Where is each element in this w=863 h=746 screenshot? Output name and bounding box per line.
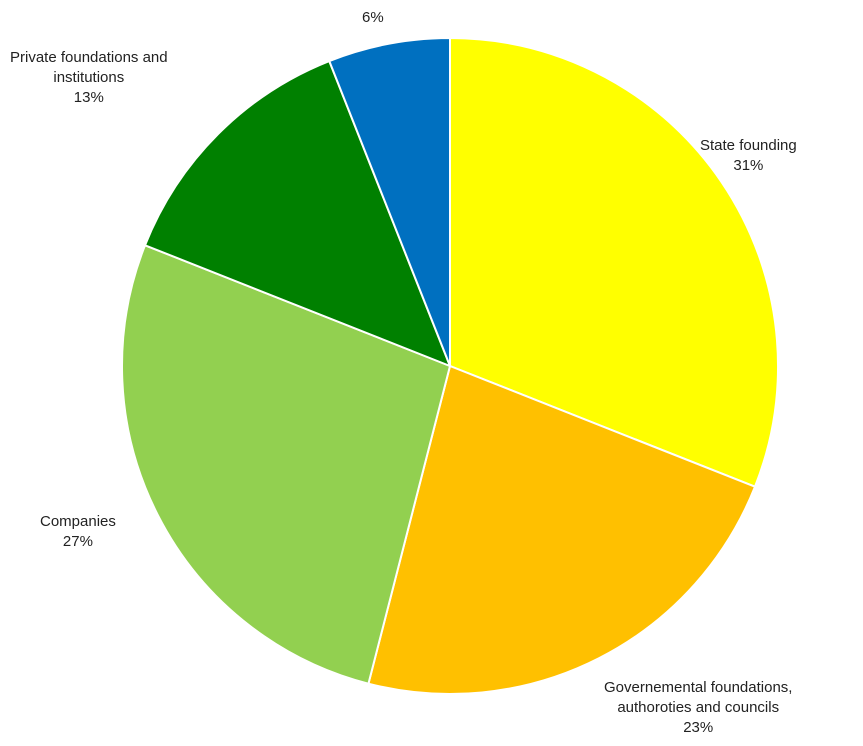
pie-slice-blue [327,36,451,367]
slice-label-governmental: Governemental foundations, authoroties a… [604,678,792,738]
slice-label-governmental-name-line1: Governemental foundations, [604,679,793,696]
pie-slice-companies [121,243,452,685]
pie-slice-private [143,59,452,368]
slice-label-private-name-line1: Private foundations and [10,49,168,66]
slice-label-blue-value: 6% [362,9,384,26]
slice-label-private: Private foundations and institutions 13% [10,48,168,108]
slice-label-state-founding-name: State founding [700,137,797,154]
slice-label-governmental-name-line2: authoroties and councils [617,699,780,716]
pie-slice-state-founding [449,36,779,489]
slice-label-governmental-value: 23% [683,719,714,736]
slice-label-companies: Companies 27% [40,512,116,552]
slice-label-companies-value: 27% [62,533,93,550]
slice-label-state-founding-value: 31% [733,157,764,174]
slice-label-state-founding: State founding 31% [700,136,797,176]
slice-label-private-value: 13% [73,89,104,106]
slice-label-companies-name: Companies [40,513,116,530]
slice-label-blue: 6% [362,8,384,28]
pie-slice-governmental [367,364,757,695]
slice-label-private-name-line2: institutions [53,69,125,86]
